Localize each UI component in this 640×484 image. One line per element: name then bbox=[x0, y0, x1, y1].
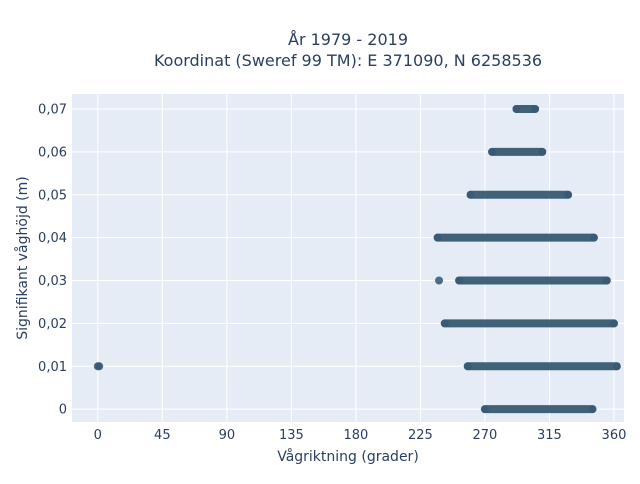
data-point bbox=[440, 319, 449, 328]
y-tick-label: 0 bbox=[59, 403, 67, 418]
data-point bbox=[612, 362, 621, 371]
data-point bbox=[609, 319, 618, 328]
y-tick-label: 0,03 bbox=[38, 274, 67, 289]
data-point bbox=[589, 233, 598, 242]
data-point bbox=[602, 276, 611, 285]
y-tick-label: 0,01 bbox=[38, 360, 67, 375]
x-tick-label: 315 bbox=[537, 428, 562, 443]
y-tick-label: 0,06 bbox=[38, 145, 67, 160]
data-point bbox=[488, 147, 497, 156]
x-axis-title: Vågriktning (grader) bbox=[277, 448, 419, 465]
x-tick-label: 135 bbox=[279, 428, 304, 443]
data-point bbox=[433, 233, 442, 242]
x-axis-ticks: 0 45 90 135 180 225 270 315 360 bbox=[94, 428, 627, 443]
y-tick-label: 0,05 bbox=[38, 188, 67, 203]
data-point bbox=[435, 276, 444, 285]
x-tick-label: 360 bbox=[602, 428, 627, 443]
data-point bbox=[564, 190, 573, 199]
data-point bbox=[463, 362, 472, 371]
chart-title-line1: År 1979 - 2019 bbox=[288, 30, 408, 49]
data-point bbox=[512, 105, 521, 114]
data-point bbox=[538, 147, 547, 156]
data-point bbox=[466, 190, 475, 199]
y-tick-label: 0,04 bbox=[38, 231, 67, 246]
x-tick-label: 90 bbox=[219, 428, 236, 443]
plot-area bbox=[72, 94, 624, 422]
chart-title-line2: Koordinat (Sweref 99 TM): E 371090, N 62… bbox=[154, 51, 542, 70]
y-tick-label: 0,07 bbox=[38, 103, 67, 118]
y-axis-ticks: 0 0,01 0,02 0,03 0,04 0,05 0,06 0,07 bbox=[38, 103, 67, 418]
data-points bbox=[93, 105, 621, 414]
y-tick-label: 0,02 bbox=[38, 317, 67, 332]
data-point bbox=[455, 276, 464, 285]
x-tick-label: 180 bbox=[343, 428, 368, 443]
data-point bbox=[95, 362, 104, 371]
x-tick-label: 0 bbox=[94, 428, 102, 443]
x-tick-label: 45 bbox=[154, 428, 171, 443]
data-point bbox=[480, 405, 489, 414]
data-point bbox=[588, 405, 597, 414]
data-point bbox=[531, 105, 540, 114]
x-tick-label: 225 bbox=[408, 428, 433, 443]
x-tick-label: 270 bbox=[473, 428, 498, 443]
y-axis-title: Signifikant våghöjd (m) bbox=[14, 176, 31, 339]
